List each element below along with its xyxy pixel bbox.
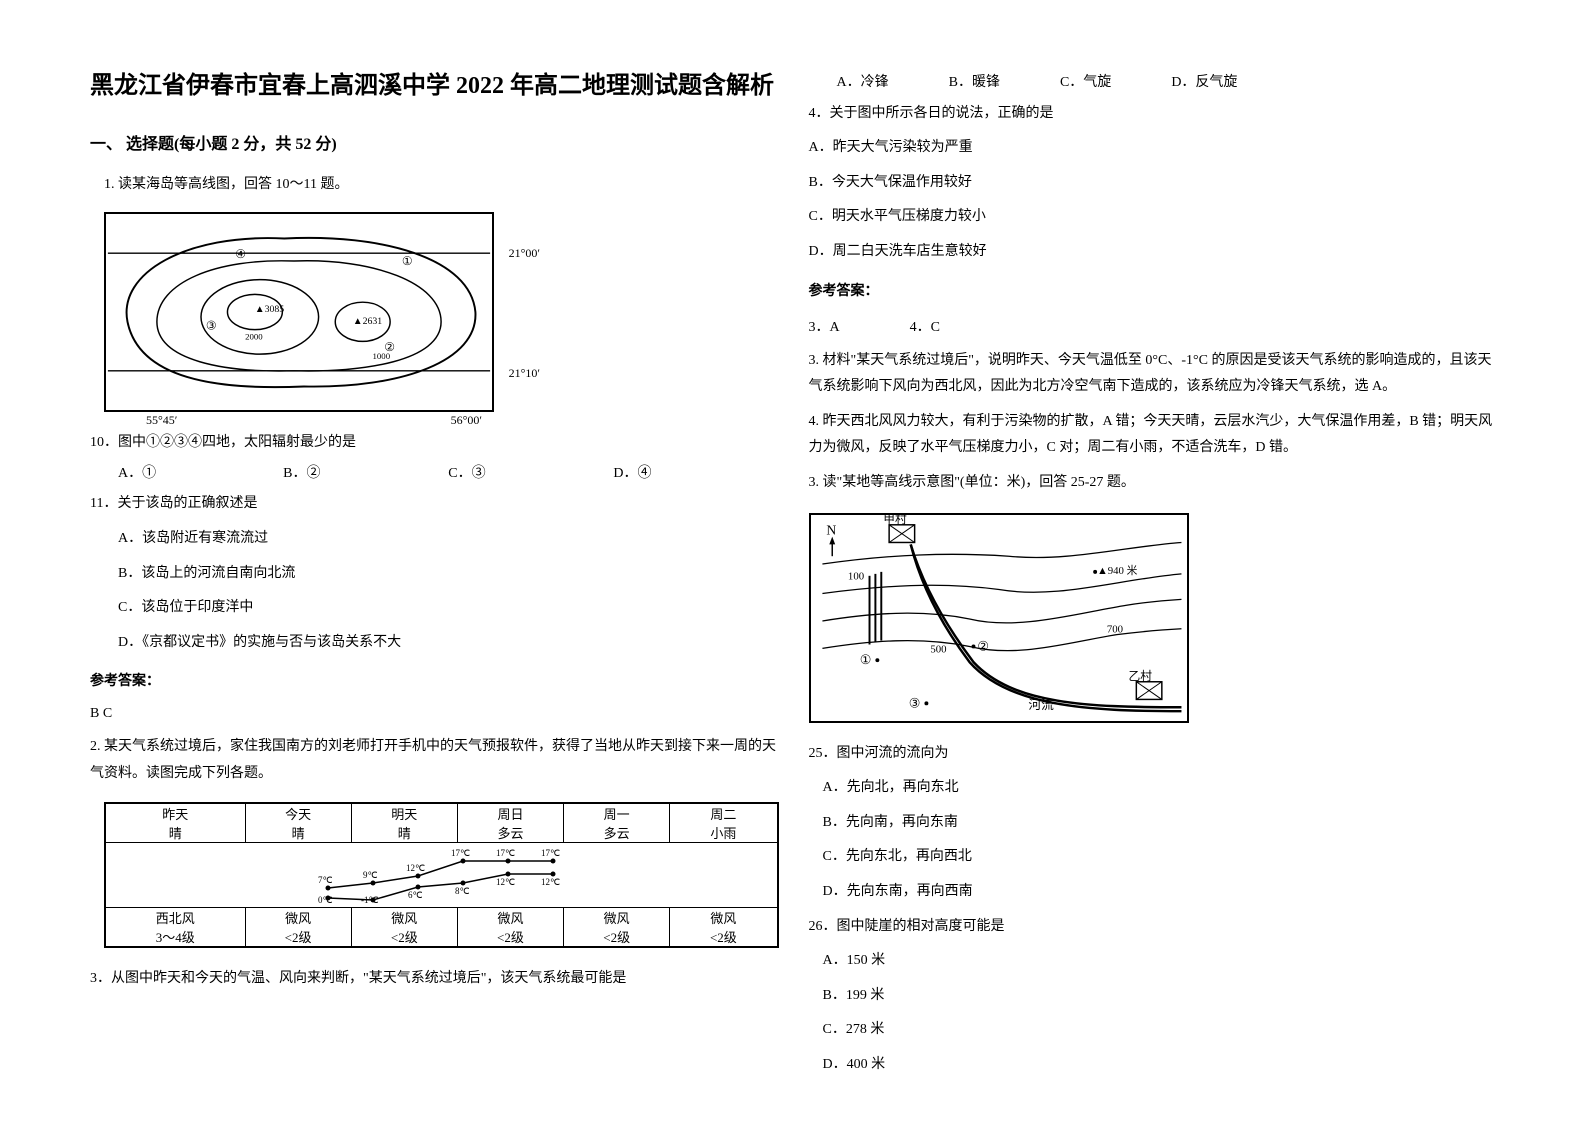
q26-opt-b: B．199 米 <box>809 983 1498 1010</box>
q10-options: A．① B．② C．③ D．④ <box>90 461 779 488</box>
q3-opt-c: C．气旋 <box>1060 70 1111 97</box>
q26-opt-c: C．278 米 <box>809 1017 1498 1044</box>
peak1-label: ▲3085 <box>255 304 284 315</box>
q10-opt-b: B．② <box>283 461 448 488</box>
q4-opt-c: C．明天水平气压梯度力较小 <box>809 204 1498 231</box>
q11-opt-d: D．《京都议定书》的实施与否与该岛关系不大 <box>90 630 779 657</box>
svg-text:▲940 米: ▲940 米 <box>1097 563 1138 576</box>
svg-text:100: 100 <box>847 570 863 582</box>
explanation-3: 3. 材料"某天气系统过境后"，说明昨天、今天气温低至 0°C、-1°C 的原因… <box>809 348 1498 401</box>
q10-opt-d: D．④ <box>613 461 778 488</box>
svg-text:12℃: 12℃ <box>496 877 515 887</box>
q10-text: 10．图中①②③④四地，太阳辐射最少的是 <box>90 430 779 457</box>
q34-ref-title: 参考答案： <box>809 280 1498 300</box>
svg-text:③: ③ <box>908 696 919 710</box>
island-contour-figure: ▲3085 ▲2631 2000 1000 ① ② ③ ④ 21°00′ 21°… <box>104 212 494 412</box>
weather-row-days: 昨天 今天 明天 周日 周一 周二 <box>105 803 778 823</box>
svg-text:甲村: 甲村 <box>883 515 907 526</box>
q11-opt-a: A．该岛附近有寒流流过 <box>90 526 779 553</box>
q1-intro: 1. 读某海岛等高线图，回答 10～11 题。 <box>90 172 779 199</box>
q3-map-intro: 3. 读"某地等高线示意图"(单位：米)，回答 25-27 题。 <box>809 470 1498 497</box>
lon-label-2: 56°00′ <box>451 413 482 428</box>
svg-text:17℃: 17℃ <box>496 848 515 858</box>
q26-text: 26．图中陡崖的相对高度可能是 <box>809 914 1498 941</box>
q1-ref-ans: B C <box>90 706 779 722</box>
svg-text:9℃: 9℃ <box>363 870 378 880</box>
svg-text:8℃: 8℃ <box>455 886 470 896</box>
q3-opt-d: D．反气旋 <box>1171 70 1237 97</box>
lat-label-2: 21°10′ <box>509 366 540 381</box>
svg-text:500: 500 <box>930 643 946 655</box>
temperature-sparkline: 7℃ 9℃ 12℃ 17℃ 17℃ 17℃ 0℃ -1℃ 6℃ 8℃ 12℃ 12℃ <box>306 843 576 903</box>
q3-opt-b: B．暖锋 <box>949 70 1000 97</box>
q25-text: 25．图中河流的流向为 <box>809 741 1498 768</box>
q3-options: A．冷锋 B．暖锋 C．气旋 D．反气旋 <box>809 70 1498 97</box>
q4-opt-b: B．今天大气保温作用较好 <box>809 170 1498 197</box>
weather-table: 昨天 今天 明天 周日 周一 周二 晴 晴 晴 多云 多云 小雨 <box>104 802 779 948</box>
svg-text:乙村: 乙村 <box>1128 668 1152 682</box>
q25-opt-a: A．先向北，再向东北 <box>809 775 1498 802</box>
q4-opt-a: A．昨天大气污染较为严重 <box>809 135 1498 162</box>
svg-text:12℃: 12℃ <box>541 877 560 887</box>
weather-row-wind: 西北风 微风 微风 微风 微风 微风 <box>105 907 778 927</box>
explanation-4: 4. 昨天西北风风力较大，有利于污染物的扩散，A 错；今天天晴，云层水汽少，大气… <box>809 409 1498 462</box>
peak2-label: ▲2631 <box>353 316 382 327</box>
svg-text:②: ② <box>384 341 395 354</box>
svg-text:12℃: 12℃ <box>406 863 425 873</box>
lon-label-1: 55°45′ <box>146 413 177 428</box>
q10-opt-c: C．③ <box>448 461 613 488</box>
svg-text:7℃: 7℃ <box>318 875 333 885</box>
svg-text:0℃: 0℃ <box>318 895 333 903</box>
weather-row-sparkline: 7℃ 9℃ 12℃ 17℃ 17℃ 17℃ 0℃ -1℃ 6℃ 8℃ 12℃ 12℃ <box>105 842 778 907</box>
ans3: 3．A <box>809 316 840 336</box>
weather-row-level: 3～4级 <2级 <2级 <2级 <2级 <2级 <box>105 927 778 947</box>
svg-text:17℃: 17℃ <box>451 848 470 858</box>
q34-answers: 3．A 4．C <box>809 316 1498 336</box>
svg-text:①: ① <box>859 653 870 667</box>
lat-label-1: 21°00′ <box>509 246 540 261</box>
section-1-header: 一、 选择题(每小题 2 分，共 52 分) <box>90 130 779 154</box>
q11-opt-c: C．该岛位于印度洋中 <box>90 595 779 622</box>
q25-opt-c: C．先向东北，再向西北 <box>809 844 1498 871</box>
svg-text:-1℃: -1℃ <box>361 895 379 903</box>
q25-opt-b: B．先向南，再向东南 <box>809 810 1498 837</box>
svg-text:①: ① <box>402 255 413 268</box>
svg-text:6℃: 6℃ <box>408 890 423 900</box>
q3-text: 3．从图中昨天和今天的气温、风向来判断，"某天气系统过境后"，该天气系统最可能是 <box>90 966 779 993</box>
weather-row-cond: 晴 晴 晴 多云 多云 小雨 <box>105 823 778 843</box>
q26-opt-a: A．150 米 <box>809 948 1498 975</box>
q11-opt-b: B．该岛上的河流自南向北流 <box>90 561 779 588</box>
svg-text:河流: 河流 <box>1028 698 1054 712</box>
q11-text: 11．关于该岛的正确叙述是 <box>90 491 779 518</box>
svg-text:N: N <box>826 522 836 537</box>
document-title: 黑龙江省伊春市宜春上高泗溪中学 2022 年高二地理测试题含解析 <box>90 70 779 104</box>
ans4: 4．C <box>910 316 940 336</box>
svg-text:2000: 2000 <box>245 332 263 342</box>
q3-opt-a: A．冷锋 <box>837 70 889 97</box>
left-column: 黑龙江省伊春市宜春上高泗溪中学 2022 年高二地理测试题含解析 一、 选择题(… <box>90 70 779 1082</box>
svg-text:④: ④ <box>235 248 246 261</box>
q26-opt-d: D．400 米 <box>809 1052 1498 1079</box>
q4-opt-d: D．周二白天洗车店生意较好 <box>809 239 1498 266</box>
right-column: A．冷锋 B．暖锋 C．气旋 D．反气旋 4．关于图中所示各日的说法，正确的是 … <box>809 70 1498 1082</box>
svg-text:17℃: 17℃ <box>541 848 560 858</box>
q2-intro: 2. 某天气系统过境后，家住我国南方的刘老师打开手机中的天气预报软件，获得了当地… <box>90 734 779 787</box>
q1-ref-title: 参考答案： <box>90 670 779 690</box>
q4-text: 4．关于图中所示各日的说法，正确的是 <box>809 101 1498 128</box>
svg-text:②: ② <box>977 639 988 653</box>
q10-opt-a: A．① <box>118 461 283 488</box>
svg-text:700: 700 <box>1106 623 1122 635</box>
contour-river-figure: N 甲村 乙村 ▲940 米 <box>809 513 1189 723</box>
svg-text:③: ③ <box>206 320 217 333</box>
q25-opt-d: D．先向东南，再向西南 <box>809 879 1498 906</box>
